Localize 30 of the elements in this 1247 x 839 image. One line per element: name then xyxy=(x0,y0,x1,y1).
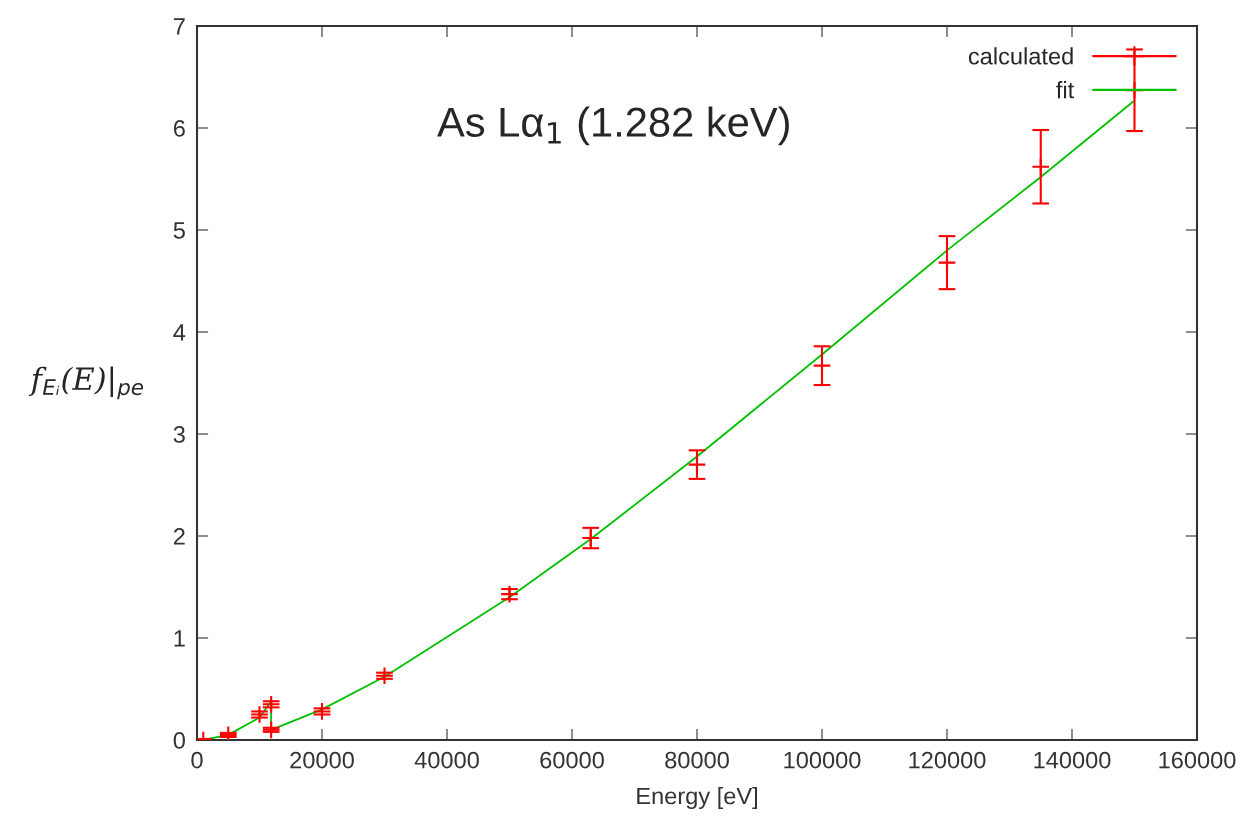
x-tick-label: 20000 xyxy=(290,751,354,769)
x-tick-label: 0 xyxy=(191,751,203,769)
x-tick-label: 60000 xyxy=(540,751,604,769)
y-tick-label: 1 xyxy=(174,630,185,647)
x-tick-label: 40000 xyxy=(414,751,479,769)
point xyxy=(375,666,394,686)
legend-label: fit xyxy=(1056,81,1075,99)
x-tick-label: 120000 xyxy=(909,751,986,769)
point xyxy=(500,584,519,604)
y-tick-label: 5 xyxy=(173,222,185,239)
point xyxy=(261,720,281,740)
y-tick-label: 3 xyxy=(173,426,185,443)
legend-label: calculated xyxy=(968,47,1073,65)
point xyxy=(1031,157,1051,177)
point xyxy=(687,455,707,474)
point xyxy=(937,253,957,273)
y-tick-label: 4 xyxy=(173,324,186,341)
y-tick-label: 0 xyxy=(173,732,185,749)
annotation: As Lα$_{1}$ (1.282 keV) xyxy=(437,106,789,146)
y-tick-label: 6 xyxy=(173,120,185,137)
x-tick-label: 160000 xyxy=(1159,751,1236,769)
x-tick-label: 80000 xyxy=(665,751,729,769)
y-axis-title: f$_{Eᵢ}$(E)|$_{pe}$ xyxy=(28,366,143,400)
x-axis-title: Energy [eV] xyxy=(637,787,758,810)
point xyxy=(812,356,832,376)
point xyxy=(312,702,332,721)
y-tick-label: 7 xyxy=(173,18,185,35)
x-tick-label: 100000 xyxy=(784,751,861,769)
y-tick-label: 2 xyxy=(173,528,185,545)
x-tick-label: 140000 xyxy=(1034,751,1111,769)
